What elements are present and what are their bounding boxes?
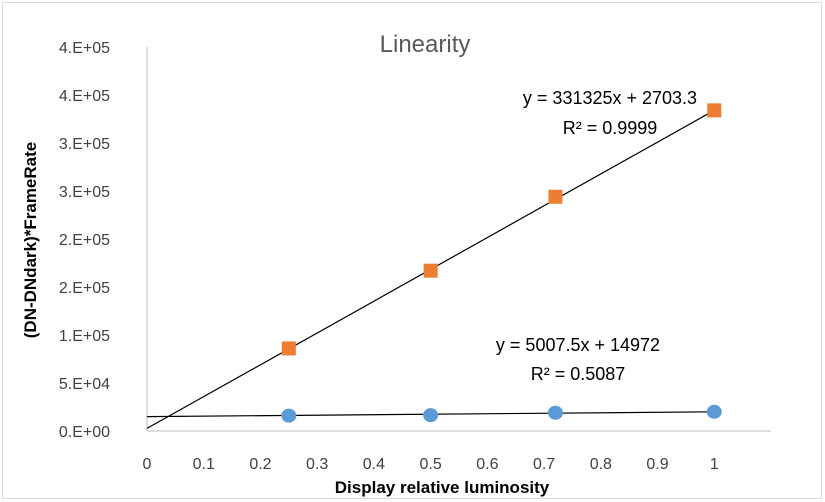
x-tick-label: 0.5: [420, 456, 442, 473]
series-1-r-squared: R² = 0.9999: [563, 118, 658, 138]
y-tick-label: 2.E+05: [59, 280, 110, 297]
point-series-2: [547, 405, 563, 420]
y-tick-label: 5.E+04: [59, 376, 110, 393]
y-tick-label: 2.E+05: [59, 232, 110, 249]
point-series-1: [548, 189, 563, 204]
point-series-2: [281, 408, 297, 423]
y-tick-label: 0.E+00: [59, 424, 110, 441]
x-tick-label: 0.6: [476, 456, 498, 473]
y-tick-label: 3.E+05: [59, 136, 110, 153]
x-tick-label: 0.9: [646, 456, 668, 473]
y-tick-label: 1.E+05: [59, 328, 110, 345]
point-series-1: [423, 263, 438, 278]
point-series-2: [423, 408, 439, 423]
y-axis-title: (DN-DNdark)*FrameRate: [21, 142, 40, 339]
x-tick-label: 0.8: [590, 456, 612, 473]
x-tick-label: 0: [143, 456, 152, 473]
series-2-r-squared: R² = 0.5087: [531, 364, 626, 384]
y-tick-label: 4.E+05: [59, 40, 110, 57]
x-tick-label: 1: [710, 456, 719, 473]
y-tick-label: 3.E+05: [59, 184, 110, 201]
chart-title: Linearity: [380, 31, 471, 58]
y-tick-label: 4.E+05: [59, 88, 110, 105]
data-points: [281, 103, 722, 423]
series-2-equation: y = 5007.5x + 14972: [496, 335, 660, 355]
x-axis-title: Display relative luminosity: [335, 478, 550, 497]
axes: 0.E+00 5.E+04 1.E+05 2.E+05 2.E+05 3.E+05 3.E+…: [59, 40, 771, 473]
x-tick-label: 0.2: [249, 456, 271, 473]
series-1-equation: y = 331325x + 2703.3: [523, 88, 697, 108]
point-series-2: [706, 404, 722, 419]
x-tick-label: 0.1: [193, 456, 215, 473]
point-series-1: [707, 103, 722, 118]
point-series-1: [281, 341, 296, 356]
x-tick-label: 0.7: [533, 456, 555, 473]
x-tick-label: 0.3: [306, 456, 328, 473]
x-tick-label: 0.4: [363, 456, 385, 473]
